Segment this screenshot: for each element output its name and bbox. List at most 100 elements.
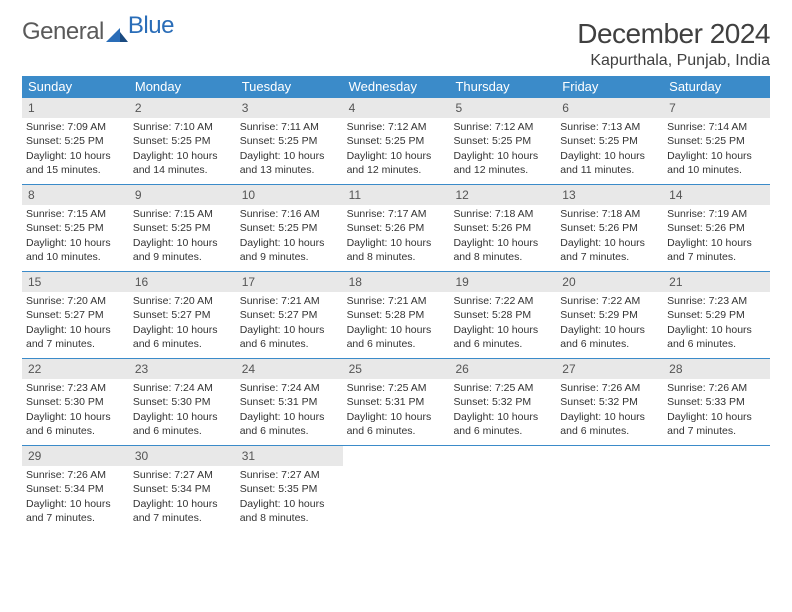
daylight1-text: Daylight: 10 hours bbox=[560, 236, 659, 250]
day-number: 19 bbox=[449, 272, 556, 292]
daylight1-text: Daylight: 10 hours bbox=[347, 149, 446, 163]
logo-triangle-icon bbox=[106, 21, 128, 35]
week-row: 29Sunrise: 7:26 AMSunset: 5:34 PMDayligh… bbox=[22, 445, 770, 532]
daylight1-text: Daylight: 10 hours bbox=[133, 323, 232, 337]
daylight2-text: and 6 minutes. bbox=[347, 337, 446, 351]
daylight1-text: Daylight: 10 hours bbox=[667, 149, 766, 163]
daylight1-text: Daylight: 10 hours bbox=[347, 236, 446, 250]
sunrise-text: Sunrise: 7:22 AM bbox=[560, 294, 659, 308]
daylight2-text: and 8 minutes. bbox=[453, 250, 552, 264]
day-content: Sunrise: 7:23 AMSunset: 5:29 PMDaylight:… bbox=[663, 292, 770, 357]
day-number: 30 bbox=[129, 446, 236, 466]
day-header-saturday: Saturday bbox=[663, 76, 770, 97]
week-row: 15Sunrise: 7:20 AMSunset: 5:27 PMDayligh… bbox=[22, 271, 770, 358]
empty-cell bbox=[449, 446, 556, 532]
sunset-text: Sunset: 5:28 PM bbox=[453, 308, 552, 322]
month-title: December 2024 bbox=[577, 18, 770, 50]
day-content: Sunrise: 7:21 AMSunset: 5:28 PMDaylight:… bbox=[343, 292, 450, 357]
sunset-text: Sunset: 5:27 PM bbox=[133, 308, 232, 322]
sunset-text: Sunset: 5:25 PM bbox=[26, 134, 125, 148]
day-number: 17 bbox=[236, 272, 343, 292]
day-cell: 17Sunrise: 7:21 AMSunset: 5:27 PMDayligh… bbox=[236, 272, 343, 358]
day-number: 31 bbox=[236, 446, 343, 466]
daylight2-text: and 8 minutes. bbox=[347, 250, 446, 264]
sunset-text: Sunset: 5:25 PM bbox=[133, 134, 232, 148]
day-number: 16 bbox=[129, 272, 236, 292]
daylight2-text: and 6 minutes. bbox=[560, 337, 659, 351]
day-cell: 22Sunrise: 7:23 AMSunset: 5:30 PMDayligh… bbox=[22, 359, 129, 445]
day-number: 25 bbox=[343, 359, 450, 379]
day-number: 12 bbox=[449, 185, 556, 205]
day-cell: 29Sunrise: 7:26 AMSunset: 5:34 PMDayligh… bbox=[22, 446, 129, 532]
daylight1-text: Daylight: 10 hours bbox=[26, 497, 125, 511]
sunset-text: Sunset: 5:29 PM bbox=[667, 308, 766, 322]
day-number: 10 bbox=[236, 185, 343, 205]
day-content: Sunrise: 7:16 AMSunset: 5:25 PMDaylight:… bbox=[236, 205, 343, 270]
sunrise-text: Sunrise: 7:12 AM bbox=[347, 120, 446, 134]
daylight1-text: Daylight: 10 hours bbox=[560, 149, 659, 163]
daylight1-text: Daylight: 10 hours bbox=[133, 149, 232, 163]
day-cell: 26Sunrise: 7:25 AMSunset: 5:32 PMDayligh… bbox=[449, 359, 556, 445]
daylight1-text: Daylight: 10 hours bbox=[453, 149, 552, 163]
day-cell: 13Sunrise: 7:18 AMSunset: 5:26 PMDayligh… bbox=[556, 185, 663, 271]
daylight1-text: Daylight: 10 hours bbox=[26, 323, 125, 337]
day-cell: 10Sunrise: 7:16 AMSunset: 5:25 PMDayligh… bbox=[236, 185, 343, 271]
sunset-text: Sunset: 5:26 PM bbox=[453, 221, 552, 235]
logo: General Blue bbox=[22, 18, 174, 46]
sunset-text: Sunset: 5:25 PM bbox=[560, 134, 659, 148]
daylight1-text: Daylight: 10 hours bbox=[667, 323, 766, 337]
sunrise-text: Sunrise: 7:25 AM bbox=[453, 381, 552, 395]
day-content: Sunrise: 7:12 AMSunset: 5:25 PMDaylight:… bbox=[343, 118, 450, 183]
day-cell: 9Sunrise: 7:15 AMSunset: 5:25 PMDaylight… bbox=[129, 185, 236, 271]
day-content: Sunrise: 7:25 AMSunset: 5:31 PMDaylight:… bbox=[343, 379, 450, 444]
day-cell: 31Sunrise: 7:27 AMSunset: 5:35 PMDayligh… bbox=[236, 446, 343, 532]
sunrise-text: Sunrise: 7:26 AM bbox=[26, 468, 125, 482]
day-number: 4 bbox=[343, 98, 450, 118]
day-content: Sunrise: 7:21 AMSunset: 5:27 PMDaylight:… bbox=[236, 292, 343, 357]
day-number: 3 bbox=[236, 98, 343, 118]
day-number: 15 bbox=[22, 272, 129, 292]
sunrise-text: Sunrise: 7:22 AM bbox=[453, 294, 552, 308]
day-cell: 18Sunrise: 7:21 AMSunset: 5:28 PMDayligh… bbox=[343, 272, 450, 358]
daylight2-text: and 6 minutes. bbox=[667, 337, 766, 351]
day-number: 6 bbox=[556, 98, 663, 118]
day-cell: 30Sunrise: 7:27 AMSunset: 5:34 PMDayligh… bbox=[129, 446, 236, 532]
sunrise-text: Sunrise: 7:18 AM bbox=[453, 207, 552, 221]
daylight1-text: Daylight: 10 hours bbox=[133, 410, 232, 424]
daylight2-text: and 6 minutes. bbox=[240, 337, 339, 351]
location-text: Kapurthala, Punjab, India bbox=[577, 52, 770, 70]
sunset-text: Sunset: 5:25 PM bbox=[26, 221, 125, 235]
daylight1-text: Daylight: 10 hours bbox=[240, 497, 339, 511]
day-number: 29 bbox=[22, 446, 129, 466]
daylight2-text: and 7 minutes. bbox=[560, 250, 659, 264]
daylight2-text: and 14 minutes. bbox=[133, 163, 232, 177]
day-number: 5 bbox=[449, 98, 556, 118]
day-content: Sunrise: 7:18 AMSunset: 5:26 PMDaylight:… bbox=[556, 205, 663, 270]
day-content: Sunrise: 7:23 AMSunset: 5:30 PMDaylight:… bbox=[22, 379, 129, 444]
day-content: Sunrise: 7:09 AMSunset: 5:25 PMDaylight:… bbox=[22, 118, 129, 183]
daylight2-text: and 15 minutes. bbox=[26, 163, 125, 177]
daylight1-text: Daylight: 10 hours bbox=[667, 410, 766, 424]
day-cell: 15Sunrise: 7:20 AMSunset: 5:27 PMDayligh… bbox=[22, 272, 129, 358]
daylight2-text: and 10 minutes. bbox=[26, 250, 125, 264]
daylight1-text: Daylight: 10 hours bbox=[240, 410, 339, 424]
day-content: Sunrise: 7:12 AMSunset: 5:25 PMDaylight:… bbox=[449, 118, 556, 183]
daylight1-text: Daylight: 10 hours bbox=[133, 236, 232, 250]
day-content: Sunrise: 7:20 AMSunset: 5:27 PMDaylight:… bbox=[22, 292, 129, 357]
empty-cell bbox=[343, 446, 450, 532]
day-number: 28 bbox=[663, 359, 770, 379]
daylight1-text: Daylight: 10 hours bbox=[240, 236, 339, 250]
sunrise-text: Sunrise: 7:24 AM bbox=[240, 381, 339, 395]
sunset-text: Sunset: 5:26 PM bbox=[560, 221, 659, 235]
daylight1-text: Daylight: 10 hours bbox=[133, 497, 232, 511]
empty-cell bbox=[556, 446, 663, 532]
daylight2-text: and 6 minutes. bbox=[560, 424, 659, 438]
day-number: 18 bbox=[343, 272, 450, 292]
day-cell: 16Sunrise: 7:20 AMSunset: 5:27 PMDayligh… bbox=[129, 272, 236, 358]
day-number: 20 bbox=[556, 272, 663, 292]
daylight1-text: Daylight: 10 hours bbox=[347, 323, 446, 337]
sunrise-text: Sunrise: 7:15 AM bbox=[133, 207, 232, 221]
daylight2-text: and 9 minutes. bbox=[133, 250, 232, 264]
daylight2-text: and 13 minutes. bbox=[240, 163, 339, 177]
day-number: 7 bbox=[663, 98, 770, 118]
